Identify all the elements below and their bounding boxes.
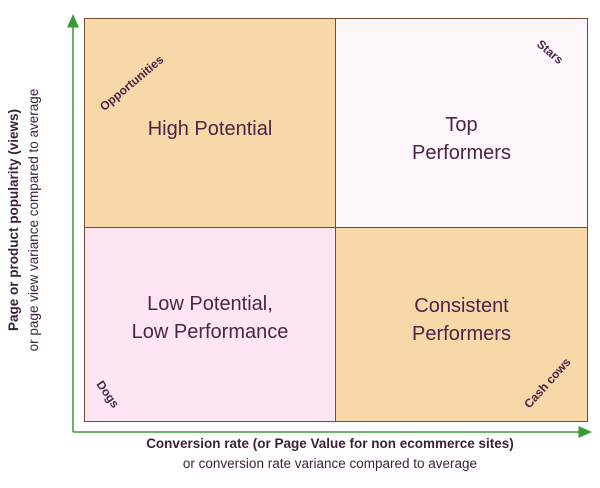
quadrant-title-low-performance: Low Potential, Low Performance bbox=[131, 293, 289, 343]
quadrant-title-top-performers: Top Performers bbox=[412, 114, 511, 164]
quadrant-low-performance: Low Potential, Low Performance Dogs bbox=[84, 227, 336, 422]
quadrant-consistent-performers: Consistent Performers Cash cows bbox=[335, 227, 588, 422]
quadrant-title-high-potential: High Potential bbox=[147, 118, 273, 140]
corner-label-stars: Stars bbox=[533, 36, 566, 68]
quadrant-grid: Opportunities High Potential Stars Top P… bbox=[84, 18, 588, 422]
y-axis-labels: Page or product popularity (views) or pa… bbox=[2, 10, 46, 430]
corner-label-opportunities: Opportunities bbox=[97, 52, 167, 114]
quadrant-high-potential: Opportunities High Potential bbox=[84, 18, 336, 228]
quadrant-top-performers: Stars Top Performers bbox=[335, 18, 588, 228]
quadrant-title-consistent-performers: Consistent Performers bbox=[412, 295, 511, 345]
corner-label-cash-cows: Cash cows bbox=[521, 355, 574, 411]
x-axis-subtitle: or conversion rate variance compared to … bbox=[182, 456, 478, 471]
y-axis-title: Page or product popularity (views) bbox=[6, 108, 21, 332]
y-axis-subtitle: or page view variance compared to averag… bbox=[26, 88, 41, 352]
corner-label-dogs: Dogs bbox=[93, 378, 123, 411]
x-axis-title: Conversion rate (or Page Value for non e… bbox=[146, 436, 514, 451]
